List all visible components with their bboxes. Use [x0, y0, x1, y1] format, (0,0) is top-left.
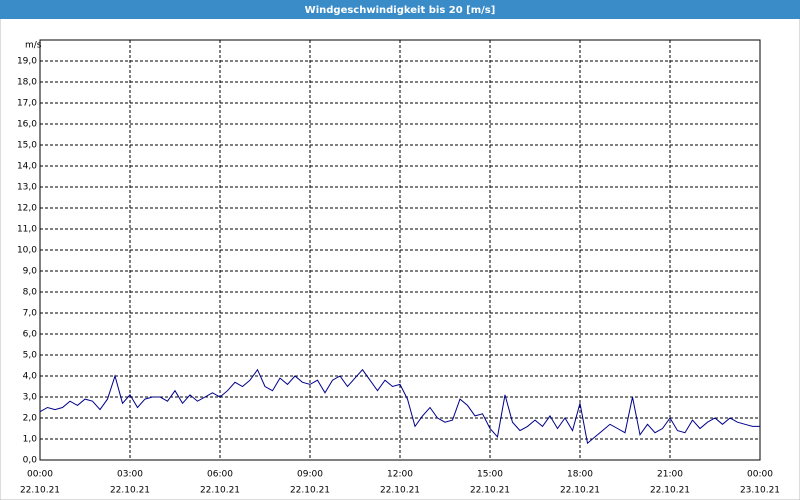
x-tick-label: 06:00 [207, 470, 233, 480]
chart-title: Windgeschwindigkeit bis 20 [m/s] [305, 5, 496, 16]
y-tick-label: 7,0 [23, 309, 38, 319]
x-tick-label: 03:00 [117, 470, 143, 480]
y-tick-label: 5,0 [23, 351, 38, 361]
x-tick-date: 22.10.21 [470, 486, 510, 496]
x-tick-date: 22.10.21 [110, 486, 150, 496]
title-bar [0, 0, 800, 19]
y-tick-label: 6,0 [23, 330, 38, 340]
x-tick-date: 22.10.21 [560, 486, 600, 496]
y-tick-label: 0,0 [23, 456, 38, 466]
y-tick-label: 10,0 [17, 246, 37, 256]
y-tick-label: 17,0 [17, 99, 37, 109]
y-tick-label: 9,0 [23, 267, 38, 277]
y-tick-label: 3,0 [23, 393, 38, 403]
y-tick-label: 4,0 [23, 372, 38, 382]
y-axis-label: m/s [25, 41, 42, 51]
y-tick-label: 2,0 [23, 414, 38, 424]
y-tick-label: 18,0 [17, 78, 37, 88]
y-tick-label: 16,0 [17, 120, 37, 130]
x-tick-date: 23.10.21 [740, 486, 780, 496]
y-tick-label: 11,0 [17, 225, 37, 235]
x-tick-label: 00:00 [747, 470, 773, 480]
x-tick-date: 22.10.21 [650, 486, 690, 496]
y-tick-label: 15,0 [17, 141, 37, 151]
x-tick-label: 00:00 [27, 470, 53, 480]
x-tick-date: 22.10.21 [380, 486, 420, 496]
x-tick-label: 21:00 [657, 470, 683, 480]
y-tick-label: 14,0 [17, 162, 37, 172]
y-tick-label: 13,0 [17, 183, 37, 193]
y-tick-label: 12,0 [17, 204, 37, 214]
x-tick-date: 22.10.21 [20, 486, 60, 496]
y-tick-label: 1,0 [23, 435, 38, 445]
x-tick-label: 18:00 [567, 470, 593, 480]
line [39, 368, 760, 445]
x-tick-label: 15:00 [477, 470, 503, 480]
x-tick-date: 22.10.21 [200, 486, 240, 496]
y-tick-label: 8,0 [23, 288, 38, 298]
x-tick-label: 12:00 [387, 470, 413, 480]
x-tick-label: 09:00 [297, 470, 323, 480]
y-tick-label: 19,0 [17, 57, 37, 67]
x-tick-date: 22.10.21 [290, 486, 330, 496]
